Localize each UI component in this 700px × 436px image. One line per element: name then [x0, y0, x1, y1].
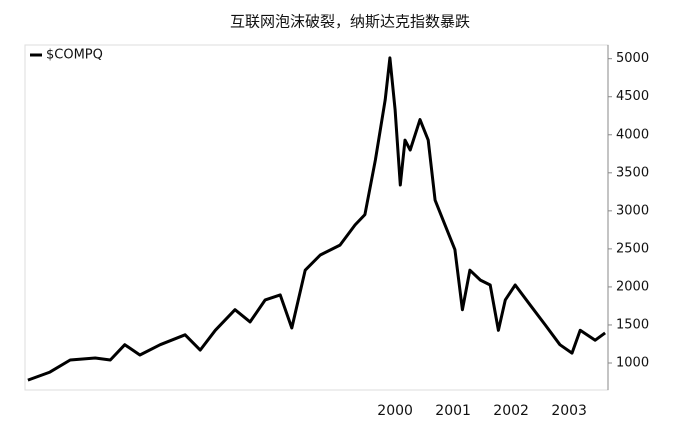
y-tick-label: 2000 [616, 279, 649, 294]
legend-label: $COMPQ [46, 48, 103, 63]
chart-title: 互联网泡沫破裂，纳斯达克指数暴跌 [230, 13, 470, 31]
y-tick-label: 1500 [616, 317, 649, 332]
x-tick-label: 2001 [435, 403, 471, 419]
y-tick-label: 4000 [616, 127, 649, 142]
y-tick-label: 3000 [616, 203, 649, 218]
y-tick-label: 2500 [616, 241, 649, 256]
plot-frame [24, 44, 609, 391]
x-tick-label: 2000 [377, 403, 413, 419]
y-tick-label: 1000 [616, 355, 649, 370]
price-line [27, 56, 606, 382]
y-tick-label: 4500 [616, 89, 649, 104]
x-tick-label: 2002 [493, 403, 529, 419]
x-tick-label: 2003 [551, 403, 587, 419]
y-tick-label: 3500 [616, 165, 649, 180]
y-tick-label: 5000 [616, 51, 649, 66]
